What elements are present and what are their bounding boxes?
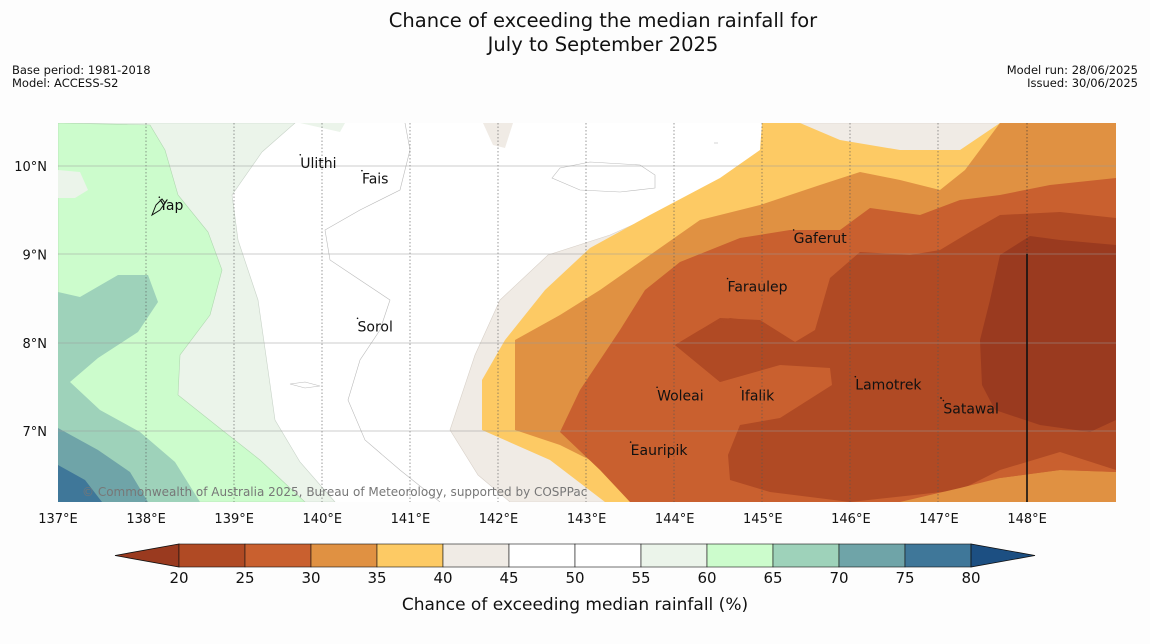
grid-lines bbox=[145, 123, 939, 502]
band-below-20 bbox=[980, 236, 1116, 432]
place-label-fais: Fais bbox=[362, 172, 389, 188]
colorbar-arrow-low bbox=[114, 543, 180, 568]
colorbar-cell bbox=[772, 543, 840, 568]
band-60-65 bbox=[58, 123, 306, 502]
place-labels: Ulithi Fais Yap Gaferut Faraulep Sorol Lamotre… bbox=[158, 153, 999, 459]
title-line-2: July to September 2025 bbox=[487, 33, 719, 56]
latitude-tick-label: 7°N bbox=[23, 425, 48, 440]
meta-right: Model run: 28/06/2025 Issued: 30/06/2025 bbox=[1007, 64, 1138, 90]
colorbar-cell bbox=[838, 543, 906, 568]
colorbar-ticks: 20 25 30 35 40 45 50 55 60 65 70 75 80 bbox=[169, 569, 980, 587]
colorbar-tick-label: 75 bbox=[895, 569, 914, 587]
colorbar-cell bbox=[508, 543, 576, 568]
place-label-ifalik: Ifalik bbox=[741, 388, 775, 404]
longitude-tick-label: 140°E bbox=[303, 512, 343, 527]
band-30-35-southeast bbox=[900, 470, 1116, 502]
longitude-tick-label: 142°E bbox=[479, 512, 519, 527]
colorbar-cell bbox=[376, 543, 444, 568]
place-marker bbox=[942, 399, 945, 402]
place-label-woleai: Woleai bbox=[657, 388, 704, 404]
longitude-tick-label: 139°E bbox=[214, 512, 254, 527]
latitude-ticks: 10°N 9°N 8°N 7°N bbox=[14, 160, 47, 440]
band-55-60-ne bbox=[295, 123, 345, 132]
model-name: Model: ACCESS-S2 bbox=[12, 76, 119, 90]
latitude-tick-label: 9°N bbox=[23, 248, 48, 263]
place-label-faraulep: Faraulep bbox=[728, 280, 788, 296]
colorbar-tick-label: 25 bbox=[235, 569, 254, 587]
longitude-tick-label: 137°E bbox=[38, 512, 78, 527]
place-marker bbox=[158, 196, 161, 198]
title-line-1: Chance of exceeding the median rainfall … bbox=[388, 9, 818, 32]
colorbar-tick-label: 55 bbox=[631, 569, 650, 587]
copyright-text: © Commonwealth of Australia 2025, Bureau… bbox=[82, 485, 587, 499]
colorbar-tick-label: 80 bbox=[961, 569, 980, 587]
colorbar-tick-label: 70 bbox=[829, 569, 848, 587]
colorbar-title: Chance of exceeding median rainfall (%) bbox=[402, 595, 748, 615]
model-run: Model run: 28/06/2025 bbox=[1006, 63, 1138, 77]
colorbar-tick-label: 65 bbox=[763, 569, 782, 587]
latitude-tick-label: 10°N bbox=[14, 160, 47, 175]
place-marker bbox=[361, 169, 363, 172]
place-label-satawal: Satawal bbox=[943, 402, 998, 418]
place-marker bbox=[356, 317, 359, 320]
place-marker bbox=[854, 375, 857, 378]
colorbar-cell bbox=[244, 543, 312, 568]
band-25-30-southeast bbox=[1000, 460, 1116, 478]
colorbar-tick-label: 35 bbox=[367, 569, 386, 587]
map-title: Chance of exceeding the median rainfall … bbox=[0, 9, 1150, 57]
longitude-tick-label: 143°E bbox=[567, 512, 607, 527]
yap-island bbox=[150, 198, 166, 217]
longitude-tick-label: 138°E bbox=[126, 512, 166, 527]
colorbar-arrow-high bbox=[970, 543, 1036, 568]
longitude-tick-label: 141°E bbox=[391, 512, 431, 527]
place-label-eauripik: Eauripik bbox=[631, 443, 689, 459]
longitude-tick-label: 147°E bbox=[919, 512, 959, 527]
colorbar-tick-label: 30 bbox=[301, 569, 320, 587]
place-label-ulithi: Ulithi bbox=[300, 156, 336, 172]
colorbar: 20 25 30 35 40 45 50 55 60 65 70 75 80 Chance of exc… bbox=[114, 543, 1036, 615]
band-75-80 bbox=[58, 465, 102, 502]
place-marker bbox=[656, 386, 658, 389]
band-50-55-west-patch bbox=[58, 170, 88, 198]
colorbar-tick-label: 45 bbox=[499, 569, 518, 587]
longitude-ticks: 137°E 138°E 139°E 140°E 141°E 142°E 143°E 144°E… bbox=[38, 512, 1047, 527]
place-label-lamotrek: Lamotrek bbox=[855, 378, 922, 394]
base-period: Base period: 1981-2018 bbox=[12, 63, 151, 77]
place-label-yap: Yap bbox=[158, 198, 183, 214]
colorbar-cell bbox=[574, 543, 642, 568]
probability-contours: © Commonwealth of Australia 2025, Bureau… bbox=[58, 123, 1116, 502]
latitude-tick-label: 8°N bbox=[23, 337, 48, 352]
longitude-tick-label: 148°E bbox=[1007, 512, 1047, 527]
colorbar-cell bbox=[178, 543, 246, 568]
island-dot bbox=[940, 397, 942, 399]
place-marker bbox=[792, 229, 795, 231]
longitude-tick-label: 144°E bbox=[655, 512, 695, 527]
issued-date: Issued: 30/06/2025 bbox=[1027, 76, 1138, 90]
place-marker bbox=[629, 441, 632, 443]
meta-left: Base period: 1981-2018 Model: ACCESS-S2 bbox=[12, 64, 151, 90]
colorbar-tick-label: 50 bbox=[565, 569, 584, 587]
colorbar-cell bbox=[640, 543, 708, 568]
place-marker bbox=[726, 277, 729, 280]
colorbar-cell bbox=[904, 543, 972, 568]
band-20-25-center bbox=[675, 318, 795, 382]
colorbar-cell bbox=[442, 543, 510, 568]
colorbar-cells bbox=[114, 543, 1036, 568]
place-marker bbox=[299, 153, 302, 156]
longitude-tick-label: 146°E bbox=[831, 512, 871, 527]
place-marker bbox=[739, 386, 742, 389]
colorbar-tick-label: 40 bbox=[433, 569, 452, 587]
band-40-45-north-patch bbox=[483, 123, 513, 148]
colorbar-cell bbox=[310, 543, 378, 568]
colorbar-cell bbox=[706, 543, 774, 568]
colorbar-tick-label: 20 bbox=[169, 569, 188, 587]
band-65-70 bbox=[58, 275, 200, 502]
place-label-gaferut: Gaferut bbox=[794, 231, 848, 247]
longitude-tick-label: 145°E bbox=[743, 512, 783, 527]
place-label-sorol: Sorol bbox=[358, 319, 393, 335]
lat-grid-lines bbox=[58, 165, 1116, 432]
colorbar-tick-label: 60 bbox=[697, 569, 716, 587]
